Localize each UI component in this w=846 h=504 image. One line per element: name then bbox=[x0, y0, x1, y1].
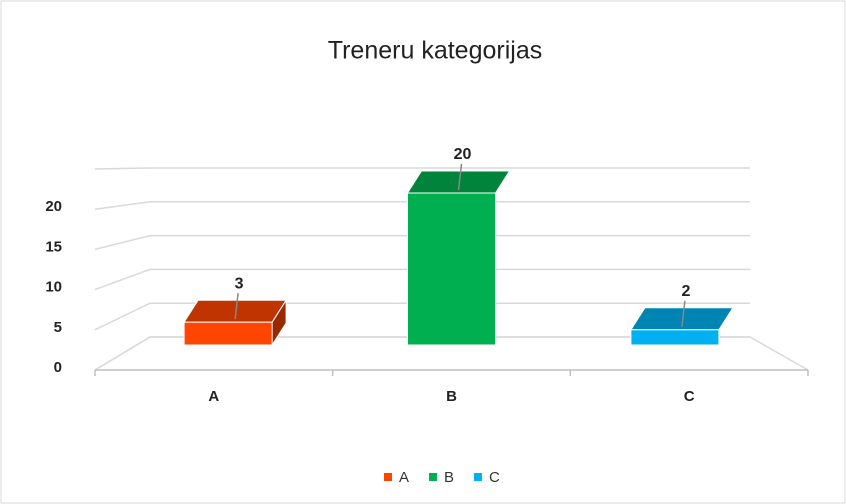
leader-line bbox=[234, 293, 239, 320]
y-tick-label: 0 bbox=[54, 359, 62, 376]
y-tick-label: 10 bbox=[45, 279, 62, 296]
chart-title: Treneru kategorijas bbox=[328, 37, 542, 65]
leader-line bbox=[681, 300, 686, 327]
legend-label: A bbox=[399, 469, 409, 486]
bar bbox=[183, 298, 288, 347]
bar-front bbox=[183, 321, 273, 346]
grid-line bbox=[94, 268, 750, 291]
wall-top bbox=[94, 167, 750, 170]
x-tick-label: B bbox=[446, 388, 457, 405]
legend-label: C bbox=[489, 469, 500, 486]
legend-swatch bbox=[384, 473, 392, 481]
grid-line bbox=[94, 336, 750, 371]
bar bbox=[406, 170, 511, 346]
legend-swatch bbox=[429, 473, 438, 481]
legend-label: B bbox=[444, 469, 454, 486]
y-tick-label: 5 bbox=[54, 319, 62, 336]
legend-swatch bbox=[474, 473, 483, 481]
x-tick-label: C bbox=[684, 388, 695, 405]
bar-front bbox=[407, 192, 496, 346]
bar-front bbox=[630, 329, 720, 346]
leader-line bbox=[457, 163, 463, 191]
grid-line bbox=[94, 201, 750, 210]
grid-line bbox=[94, 302, 750, 331]
bar bbox=[629, 306, 734, 347]
x-tick-label: A bbox=[208, 388, 219, 405]
y-tick-label: 15 bbox=[45, 238, 62, 255]
value-label: 20 bbox=[454, 146, 472, 163]
value-label: 2 bbox=[681, 283, 690, 300]
grid-line bbox=[94, 234, 750, 251]
y-tick-label: 20 bbox=[45, 198, 62, 215]
value-label: 3 bbox=[235, 275, 244, 292]
